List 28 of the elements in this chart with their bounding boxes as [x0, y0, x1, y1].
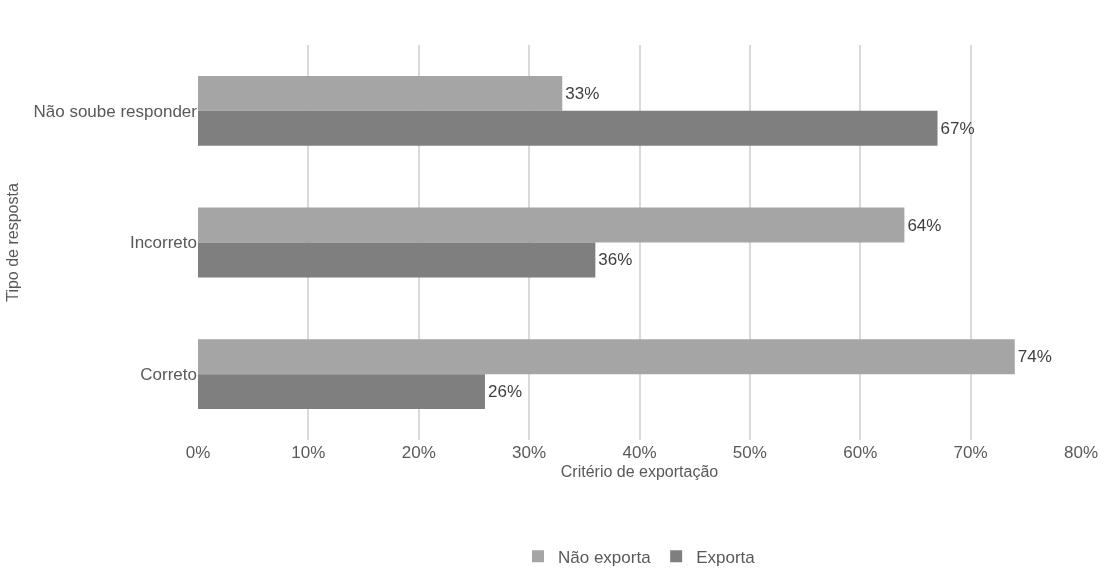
legend-label: Não exporta [558, 547, 652, 567]
x-tick-label: 10% [291, 443, 326, 462]
bar [198, 207, 905, 243]
y-tick-label: Correto [140, 365, 197, 385]
x-tick-label: 20% [401, 443, 436, 462]
x-tick-label: 30% [512, 443, 547, 462]
data-label: 33% [565, 83, 600, 103]
data-label: 67% [940, 118, 975, 138]
y-axis-title: Tipo de resposta [4, 183, 22, 302]
y-tick-label: Incorreto [129, 233, 197, 253]
x-tick-label: 70% [953, 443, 988, 462]
x-tick-label: 0% [185, 443, 211, 462]
data-label: 74% [1017, 347, 1052, 367]
x-tick-label: 60% [843, 443, 878, 462]
bar [198, 339, 1015, 375]
bar [198, 242, 596, 278]
bar [198, 374, 485, 410]
x-tick-label: 50% [732, 443, 767, 462]
x-axis-title: Critério de exportação [560, 462, 719, 480]
y-tick-label: Não soube responder [33, 101, 198, 121]
bar [198, 75, 563, 111]
data-label: 64% [907, 215, 942, 235]
x-tick-label: 80% [1063, 443, 1099, 462]
legend-label: Exporta [696, 547, 756, 567]
x-tick-label: 40% [622, 443, 657, 462]
data-label: 36% [598, 250, 633, 270]
bar [198, 110, 938, 146]
data-label: 26% [487, 382, 522, 402]
